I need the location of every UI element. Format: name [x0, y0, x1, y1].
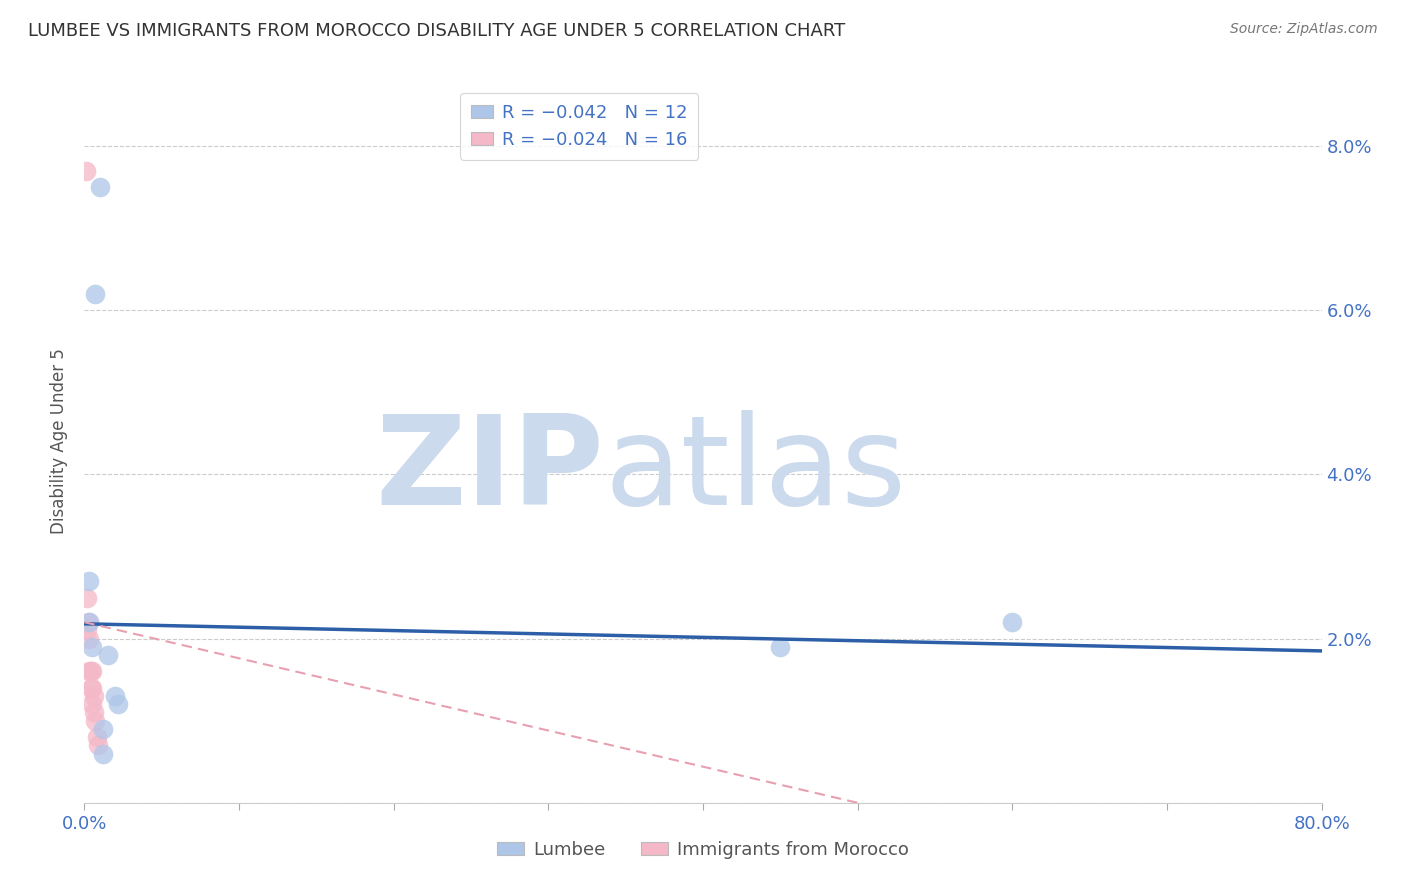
Point	[84, 286, 107, 301]
Point	[91, 722, 114, 736]
Y-axis label: Disability Age Under 5: Disability Age Under 5	[51, 349, 69, 534]
Point	[76, 624, 98, 638]
Point	[75, 163, 97, 178]
Text: atlas: atlas	[605, 410, 905, 531]
Point	[87, 739, 110, 753]
Point	[77, 574, 100, 588]
Text: Source: ZipAtlas.com: Source: ZipAtlas.com	[1230, 22, 1378, 37]
Point	[77, 632, 100, 646]
Point	[89, 180, 111, 194]
Point	[84, 714, 107, 728]
Point	[83, 689, 105, 703]
Point	[86, 730, 108, 744]
Point	[82, 681, 104, 695]
Point	[769, 640, 792, 654]
Point	[76, 591, 98, 605]
Point	[77, 615, 100, 630]
Text: ZIP: ZIP	[375, 410, 605, 531]
Point	[82, 698, 104, 712]
Point	[82, 640, 104, 654]
Point	[104, 689, 127, 703]
Legend: Lumbee, Immigrants from Morocco: Lumbee, Immigrants from Morocco	[489, 834, 917, 866]
Point	[82, 665, 104, 679]
Point	[1001, 615, 1024, 630]
Point	[79, 681, 101, 695]
Point	[107, 698, 129, 712]
Point	[77, 615, 100, 630]
Point	[96, 648, 118, 662]
Point	[79, 665, 101, 679]
Point	[91, 747, 114, 761]
Point	[77, 665, 100, 679]
Text: LUMBEE VS IMMIGRANTS FROM MOROCCO DISABILITY AGE UNDER 5 CORRELATION CHART: LUMBEE VS IMMIGRANTS FROM MOROCCO DISABI…	[28, 22, 845, 40]
Point	[83, 706, 105, 720]
